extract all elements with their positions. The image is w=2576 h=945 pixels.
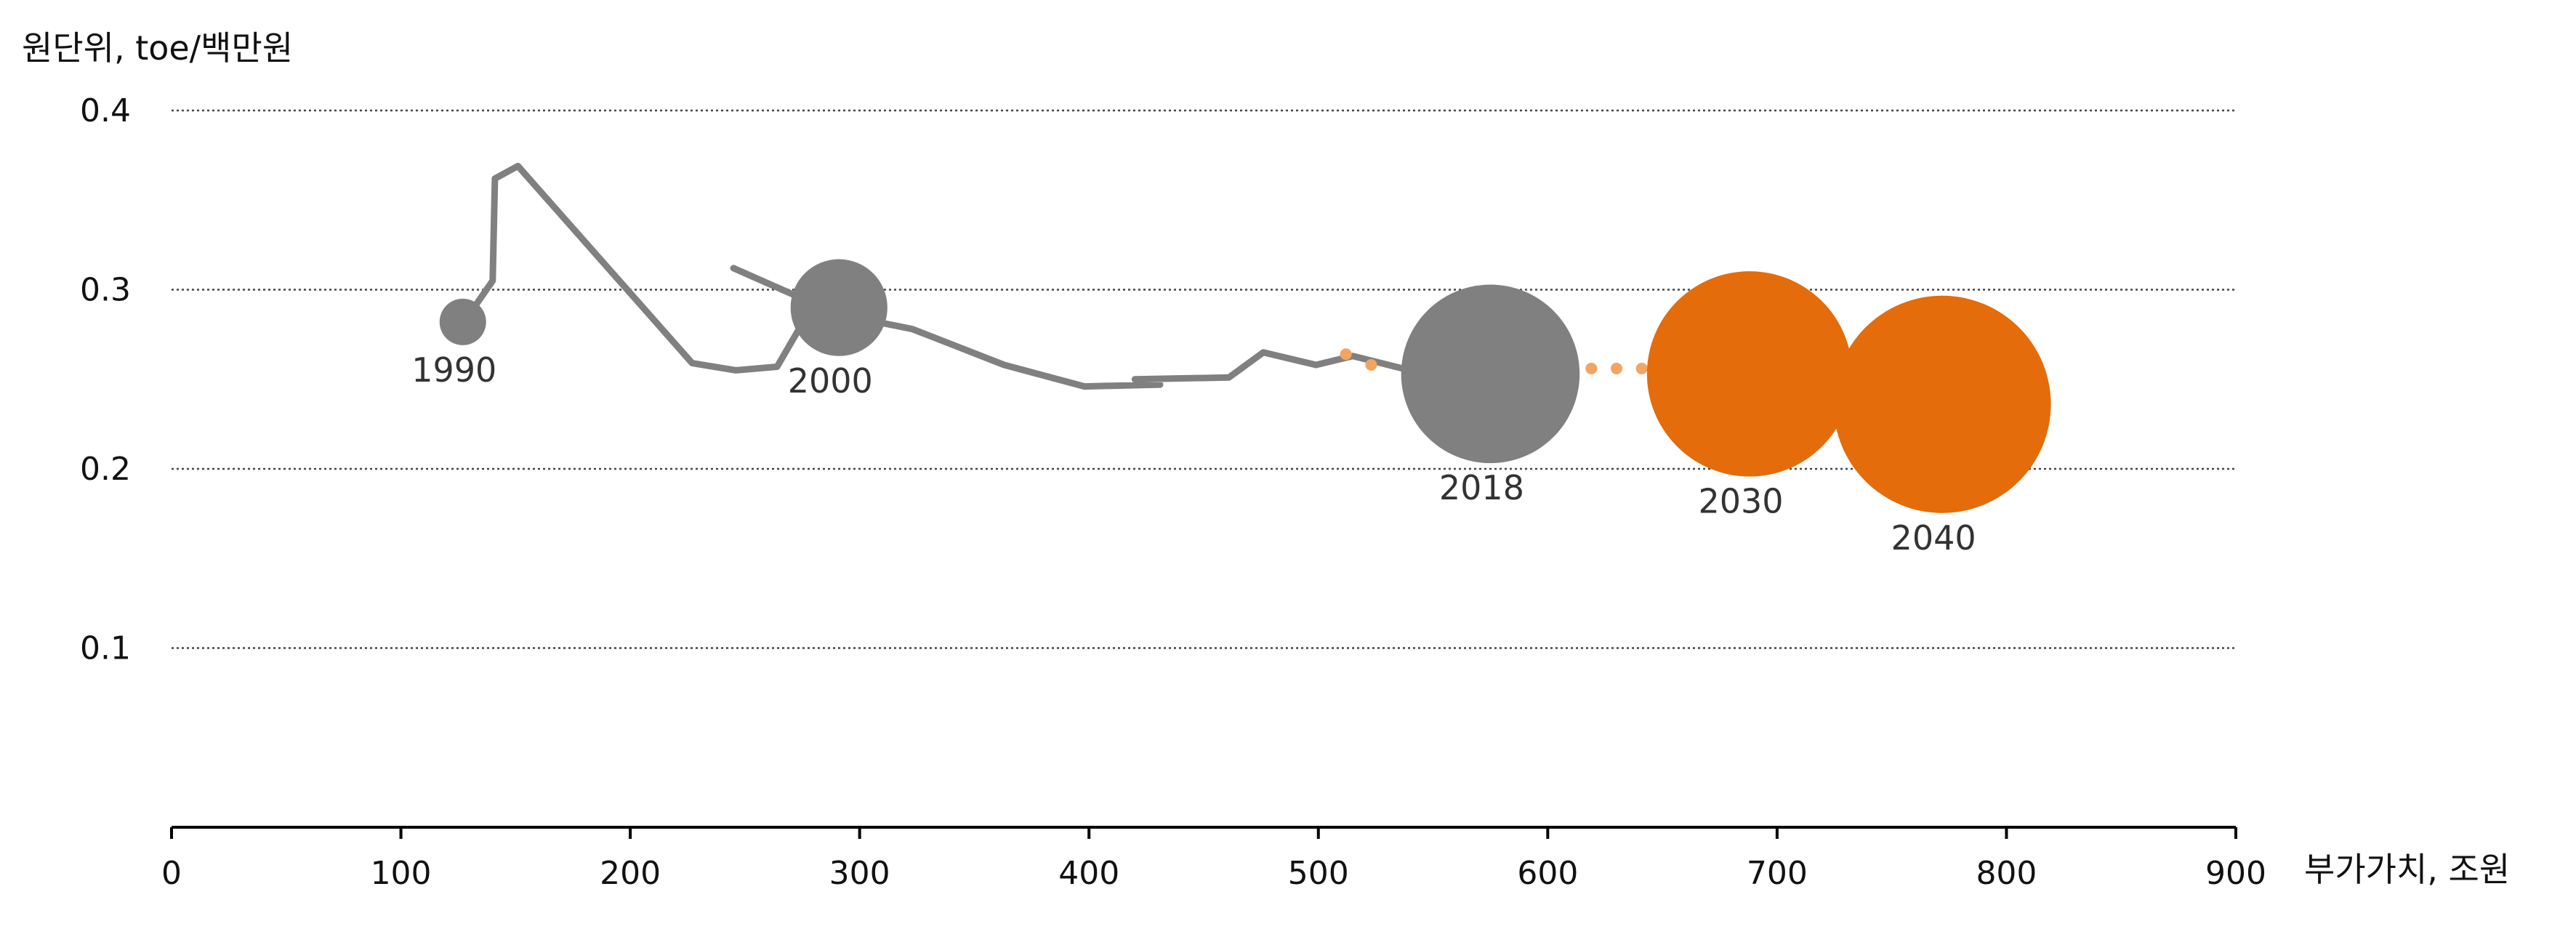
x-axis-title: 부가가치, 조원	[2304, 850, 2510, 889]
bubble-label-2000: 2000	[788, 361, 873, 401]
bubble-1990	[439, 298, 486, 345]
y-tick-label: 0.1	[80, 630, 131, 667]
projection-dot	[1340, 348, 1352, 361]
bubble-label-2040: 2040	[1891, 518, 1976, 558]
y-axis-title: 원단위, toe/백만원	[22, 28, 293, 68]
projection-dot	[1365, 359, 1377, 371]
x-tick-label: 700	[1747, 855, 1808, 892]
bubble-label-1990: 1990	[411, 350, 496, 390]
bubble-2030	[1646, 271, 1853, 477]
bubble-label-2030: 2030	[1698, 482, 1783, 521]
x-tick-label: 200	[600, 855, 661, 892]
bubble-2040	[1833, 295, 2051, 513]
y-tick-label: 0.4	[80, 92, 131, 129]
bubble-2000	[790, 259, 887, 356]
historical-line	[459, 162, 1494, 390]
bubble-labels: 1990 2000 2018 2030 2040	[411, 350, 1976, 558]
x-tick-label: 400	[1058, 855, 1119, 892]
tick-labels: 0.1 0.2 0.3 0.4 0 100 200 300 400 500 600 700 800 900	[80, 92, 2266, 892]
projection-dot	[1611, 362, 1622, 374]
x-tick-label: 500	[1288, 855, 1349, 892]
y-tick-label: 0.3	[80, 272, 131, 309]
bubble-2018	[1401, 284, 1580, 464]
x-tick-label: 300	[829, 855, 890, 892]
x-tick-label: 0	[161, 855, 182, 892]
projection-dot	[1585, 362, 1598, 374]
x-tick-label: 100	[371, 855, 432, 892]
x-tick-label: 600	[1517, 855, 1578, 892]
bubble-label-2018: 2018	[1439, 468, 1524, 507]
y-tick-label: 0.2	[80, 451, 131, 488]
x-tick-label: 800	[1976, 855, 2037, 892]
bubbles	[439, 259, 2051, 513]
projection-dot	[1635, 362, 1648, 374]
x-tick-label: 900	[2205, 855, 2266, 892]
